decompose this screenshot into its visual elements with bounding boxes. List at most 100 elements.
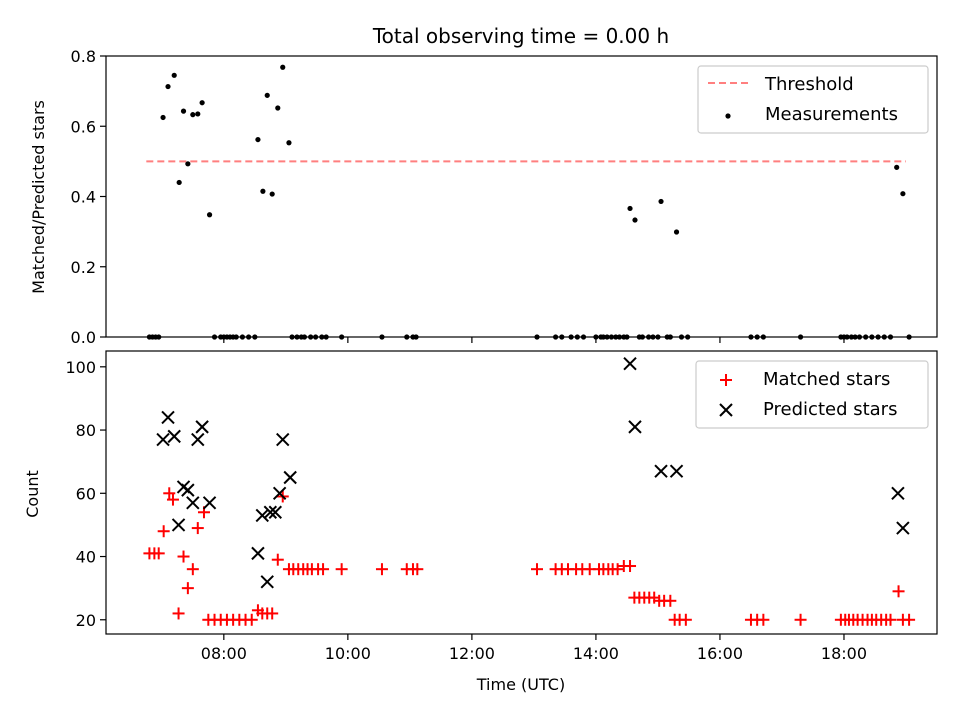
measurement-point <box>160 114 166 121</box>
measurement-point <box>673 229 680 235</box>
y-axis-label: Count <box>23 470 42 518</box>
matched-point <box>664 594 677 607</box>
matched-point <box>375 563 388 576</box>
measurement-point <box>286 140 292 146</box>
count-panel: Count Time (UTC) 20 40 60 80 100 08:00 10:00 1… <box>23 350 938 694</box>
legend-box <box>695 360 929 429</box>
legend: Threshold Measurements <box>697 65 929 134</box>
matched-point <box>531 563 544 576</box>
x-tick-label: 16:00 <box>697 644 743 663</box>
measurement-points <box>146 64 912 340</box>
measurement-point <box>632 217 638 223</box>
predicted-point <box>251 546 265 561</box>
measurement-point <box>185 161 191 167</box>
matched-point <box>757 613 770 626</box>
predicted-point <box>167 429 181 444</box>
chart-title: Total observing time = 0.00 h <box>372 24 669 48</box>
predicted-point <box>156 432 170 447</box>
y-tick-label: 0.6 <box>71 117 96 136</box>
y-tick-label: 80 <box>76 421 96 440</box>
matched-point <box>411 563 424 576</box>
series-measurements <box>146 64 912 340</box>
predicted-point <box>186 496 200 510</box>
matched-point <box>335 563 348 576</box>
predicted-point <box>181 483 195 497</box>
matched-point <box>157 525 170 538</box>
matched-point <box>166 493 179 506</box>
measurement-point <box>275 105 281 111</box>
x-tick-label: 18:00 <box>821 644 867 663</box>
matched-point <box>892 585 905 598</box>
y-tick-label: 40 <box>76 548 96 567</box>
matched-point <box>177 550 190 563</box>
measurement-point <box>195 111 201 117</box>
legend-box <box>697 65 929 134</box>
predicted-point <box>191 432 205 447</box>
matched-point <box>191 522 204 535</box>
predicted-point <box>276 432 290 447</box>
measurement-point <box>199 100 205 106</box>
y-tick-label: 100 <box>65 358 96 377</box>
plot-frame <box>105 350 938 635</box>
measurement-point <box>260 188 266 194</box>
legend-measurement-swatch <box>725 113 731 119</box>
predicted-point <box>202 496 217 510</box>
matched-point <box>679 613 692 626</box>
predicted-point <box>272 486 287 500</box>
matched-point <box>266 607 279 620</box>
predicted-point <box>255 508 269 523</box>
measurement-point <box>206 212 213 218</box>
predicted-point <box>628 420 642 434</box>
matched-point <box>245 613 258 626</box>
matched-point <box>163 487 176 500</box>
matched-point <box>317 563 330 576</box>
measurement-point <box>658 198 664 205</box>
predicted-point <box>623 356 637 371</box>
x-tick-label: 14:00 <box>573 644 619 663</box>
measurement-point <box>280 64 286 70</box>
count-points <box>143 356 916 626</box>
y-tick-label: 0.2 <box>71 258 96 277</box>
measurement-point <box>176 179 182 186</box>
matched-point <box>611 563 624 576</box>
y-tick-label: 60 <box>76 484 96 503</box>
measurement-point <box>894 164 900 170</box>
measurement-point <box>165 83 171 90</box>
matched-point <box>794 613 807 626</box>
matched-point <box>624 560 637 573</box>
measurement-point <box>180 108 187 114</box>
x-axis-label: Time (UTC) <box>476 675 565 694</box>
y-tick-label: 0.8 <box>71 47 96 66</box>
matched-point <box>152 547 165 560</box>
predicted-point <box>268 505 283 519</box>
measurement-point <box>190 112 196 118</box>
predicted-point <box>891 486 905 500</box>
plot-frame <box>105 55 938 338</box>
x-axis-ticks: 08:00 10:00 12:00 14:00 16:00 18:00 <box>201 634 867 663</box>
legend-matched-label: Matched stars <box>763 369 890 390</box>
matched-point <box>271 553 284 566</box>
predicted-point <box>195 420 209 434</box>
legend-predicted-swatch <box>719 403 733 417</box>
predicted-point <box>263 505 278 519</box>
measurement-point <box>255 136 261 143</box>
legend: Matched stars Predicted stars <box>695 360 929 429</box>
measurement-point <box>264 92 270 98</box>
y-axis-ticks: 0.0 0.2 0.4 0.6 0.8 <box>71 47 106 347</box>
series-predicted-stars <box>156 356 910 589</box>
measurement-point <box>171 72 177 78</box>
x-tick-label: 12:00 <box>449 644 495 663</box>
measurement-point <box>900 191 906 197</box>
matched-point <box>884 613 897 626</box>
ratio-panel: Total observing time = 0.00 h Matched/Pr… <box>29 24 938 347</box>
matched-point <box>181 582 194 595</box>
x-tick-label: 08:00 <box>201 644 247 663</box>
series-matched-stars <box>143 487 916 626</box>
predicted-point <box>161 410 175 425</box>
legend-predicted-label: Predicted stars <box>763 399 897 420</box>
legend-matched-swatch <box>720 374 732 386</box>
legend-threshold-label: Threshold <box>764 74 854 95</box>
measurement-point <box>627 205 633 212</box>
y-axis-label: Matched/Predicted stars <box>29 100 48 294</box>
